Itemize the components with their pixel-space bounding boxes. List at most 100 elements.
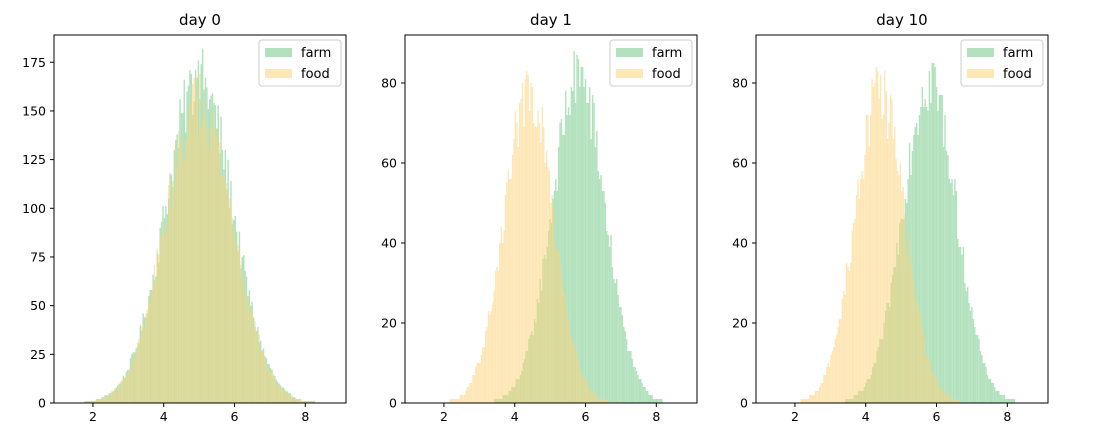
bar xyxy=(272,373,275,403)
bar xyxy=(233,229,235,403)
bar xyxy=(143,325,146,403)
bar xyxy=(187,116,190,403)
bar xyxy=(509,179,511,403)
x-tick-label: 2 xyxy=(440,409,448,424)
bar xyxy=(293,399,296,403)
bar xyxy=(642,387,645,403)
bar xyxy=(465,391,467,403)
bar xyxy=(956,399,958,403)
bar xyxy=(820,383,822,403)
chart-title: day 0 xyxy=(179,11,221,29)
bar xyxy=(117,389,119,403)
bar xyxy=(848,271,851,403)
y-tick-label: 40 xyxy=(381,236,397,251)
bar xyxy=(606,231,608,403)
x-tick-label: 8 xyxy=(652,409,660,424)
bar xyxy=(132,362,134,403)
bar xyxy=(90,401,92,403)
y-tick-label: 20 xyxy=(732,316,748,331)
bar xyxy=(148,301,150,403)
bar xyxy=(517,147,519,403)
bar xyxy=(599,399,602,403)
bar xyxy=(524,79,527,403)
bar xyxy=(583,87,585,403)
bar xyxy=(989,379,992,403)
bar xyxy=(149,295,151,403)
y-tick-label: 0 xyxy=(740,396,748,411)
bar xyxy=(833,347,835,403)
legend: farm food xyxy=(960,39,1044,87)
bar xyxy=(602,399,604,403)
bar xyxy=(952,195,955,403)
bar xyxy=(586,103,588,403)
bar xyxy=(906,255,909,403)
bar xyxy=(913,135,915,403)
bar xyxy=(575,351,578,403)
legend-label-food: food xyxy=(652,67,681,82)
bar xyxy=(964,283,966,403)
bar xyxy=(284,391,286,403)
bar xyxy=(912,279,914,403)
bar xyxy=(843,291,845,403)
bar xyxy=(196,99,198,403)
bar xyxy=(923,339,926,403)
bar xyxy=(1008,399,1010,403)
bar xyxy=(159,235,161,403)
bar xyxy=(974,327,976,403)
bar xyxy=(552,211,555,403)
bar xyxy=(218,142,221,403)
bar xyxy=(259,350,262,403)
bar xyxy=(560,119,563,403)
bar xyxy=(469,383,471,403)
bar xyxy=(214,130,217,403)
bar xyxy=(1009,399,1011,403)
bar xyxy=(221,177,224,403)
x-tick-label: 2 xyxy=(89,409,97,424)
bar xyxy=(591,95,594,403)
bar xyxy=(922,327,924,403)
bar xyxy=(911,259,913,403)
bar xyxy=(169,179,171,403)
series-food xyxy=(84,73,314,404)
bar xyxy=(584,379,586,403)
bar xyxy=(969,311,972,403)
bar xyxy=(589,87,591,403)
bar xyxy=(572,343,575,403)
bar xyxy=(591,391,593,403)
bar xyxy=(806,399,808,403)
bar xyxy=(496,267,498,403)
bar xyxy=(124,377,126,403)
bar xyxy=(175,144,177,404)
bar xyxy=(567,319,569,403)
bar xyxy=(506,183,508,403)
bar xyxy=(601,399,603,403)
bar xyxy=(938,95,941,403)
x-tick-label: 2 xyxy=(791,409,799,424)
bar xyxy=(582,379,585,403)
bar xyxy=(145,313,147,403)
bar xyxy=(637,375,639,403)
bar xyxy=(874,83,876,403)
bar xyxy=(267,366,269,403)
bar xyxy=(651,395,653,403)
legend-swatch-farm xyxy=(967,48,994,57)
bar xyxy=(155,282,157,403)
bar xyxy=(252,327,255,403)
bar xyxy=(281,387,283,403)
bar xyxy=(184,140,187,403)
bar xyxy=(138,338,140,403)
bar xyxy=(895,159,897,403)
bar xyxy=(868,147,870,403)
bar xyxy=(561,283,563,403)
bar xyxy=(475,367,477,403)
legend-label-farm: farm xyxy=(301,46,331,61)
bar xyxy=(614,283,616,403)
bar xyxy=(623,327,625,403)
bar xyxy=(981,355,983,403)
bar xyxy=(861,171,863,403)
bar xyxy=(606,399,609,403)
bar xyxy=(581,375,583,403)
bar xyxy=(947,155,949,403)
bar xyxy=(566,115,568,403)
bar xyxy=(834,339,836,403)
